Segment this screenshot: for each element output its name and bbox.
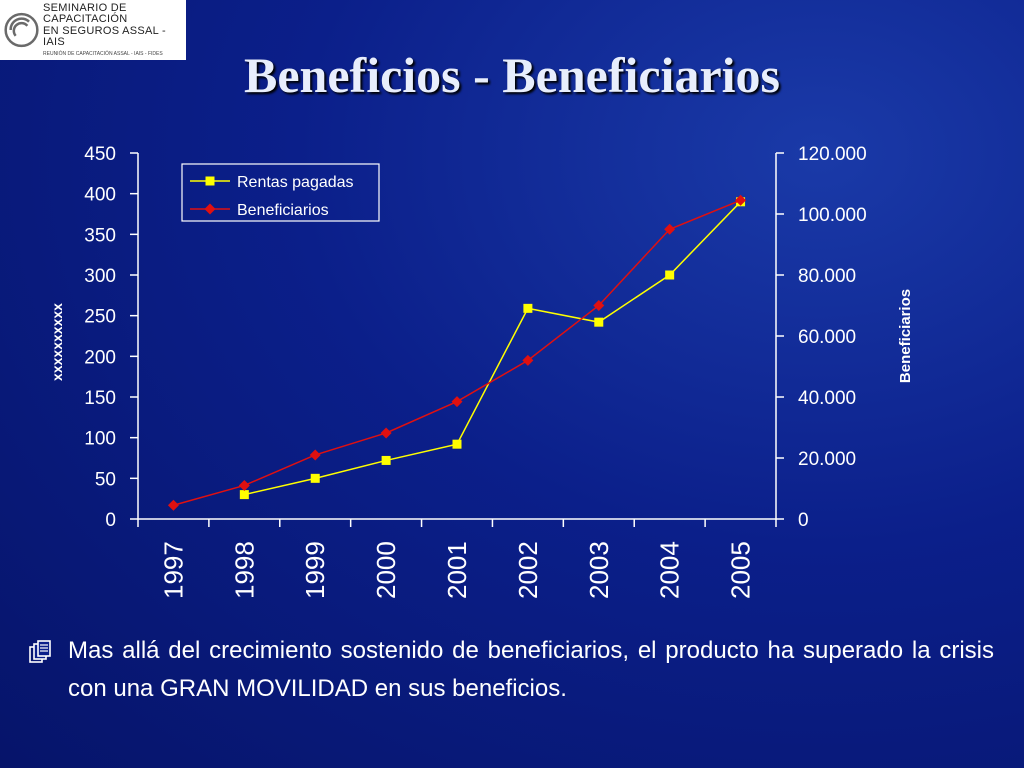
- x-tick-label: 1999: [300, 541, 330, 599]
- right-tick-label: 0: [798, 510, 809, 531]
- x-tick-label: 2003: [584, 541, 614, 599]
- beneficiarios-point: [451, 396, 463, 408]
- slide-title: Beneficios - Beneficiarios: [244, 47, 780, 103]
- legend-box: [181, 163, 380, 222]
- rentas-line: [244, 201, 742, 496]
- beneficiarios-point: [735, 194, 747, 206]
- rentas-point: [381, 455, 391, 465]
- document-stack-icon: [29, 640, 51, 663]
- logo-line-3: REUNIÓN DE CAPACITACIÓN ASSAL - IAIS - F…: [43, 50, 163, 57]
- bullet-point: Mas allá del crecimiento sostenido de be…: [28, 632, 994, 708]
- left-tick-label: 300: [84, 266, 116, 287]
- rentas-point: [452, 439, 462, 449]
- left-axis-title: xxxxxxxxxx: [49, 303, 65, 381]
- logo-line-2: EN SEGUROS ASSAL - IAIS: [43, 24, 166, 49]
- beneficiarios-point: [167, 499, 179, 511]
- left-tick-label: 0: [105, 510, 116, 531]
- beneficiarios-point: [380, 427, 392, 439]
- beneficiarios-point: [664, 223, 676, 235]
- beneficiarios-point: [593, 300, 605, 311]
- left-tick-label: 200: [84, 347, 116, 368]
- beneficiarios-point: [238, 479, 250, 491]
- legend-label: Beneficiarios: [237, 202, 329, 219]
- x-tick-label: 2005: [726, 541, 756, 599]
- x-tick-label: 2004: [655, 541, 685, 599]
- x-tick-label: 2001: [442, 541, 472, 599]
- x-tick-label: 2000: [371, 541, 401, 599]
- legend-label: Rentas pagadas: [237, 174, 354, 191]
- right-tick-label: 40.000: [798, 388, 856, 409]
- beneficiarios-point: [522, 354, 534, 366]
- rentas-point: [239, 490, 249, 500]
- rentas-point: [523, 303, 533, 313]
- left-tick-label: 150: [84, 388, 116, 409]
- right-tick-label: 60.000: [798, 327, 856, 348]
- x-tick-label: 1997: [158, 541, 188, 599]
- left-tick-label: 400: [84, 185, 116, 206]
- left-tick-label: 350: [84, 225, 116, 246]
- globe-logo-icon: [4, 12, 39, 48]
- line-chart: 0 50 100 150 200 250 300 350 400 450 0 20.000 40.000…: [49, 144, 914, 599]
- legend-marker: [204, 203, 216, 215]
- bullet-text: Mas allá del crecimiento sostenido de be…: [68, 637, 994, 702]
- beneficiarios-line: [173, 199, 741, 506]
- right-tick-label: 20.000: [798, 449, 856, 470]
- right-tick-label: 120.000: [798, 144, 867, 165]
- right-axis-title: Beneficiarios: [897, 289, 914, 383]
- rentas-point: [665, 270, 675, 280]
- logo-line-1: SEMINARIO DE CAPACITACIÓN: [43, 1, 128, 26]
- beneficiarios-point: [309, 449, 321, 461]
- seminar-logo: SEMINARIO DE CAPACITACIÓN EN SEGUROS ASS…: [0, 0, 186, 60]
- left-tick-label: 50: [95, 469, 116, 490]
- left-tick-label: 450: [84, 144, 116, 165]
- left-tick-label: 250: [84, 307, 116, 328]
- right-tick-label: 100.000: [798, 205, 867, 226]
- rentas-point: [310, 473, 320, 483]
- legend-marker: [205, 176, 215, 186]
- x-tick-label: 2002: [513, 541, 543, 599]
- x-tick-label: 1998: [229, 541, 259, 599]
- left-tick-label: 100: [84, 429, 116, 450]
- right-tick-label: 80.000: [798, 266, 856, 287]
- rentas-point: [594, 317, 604, 327]
